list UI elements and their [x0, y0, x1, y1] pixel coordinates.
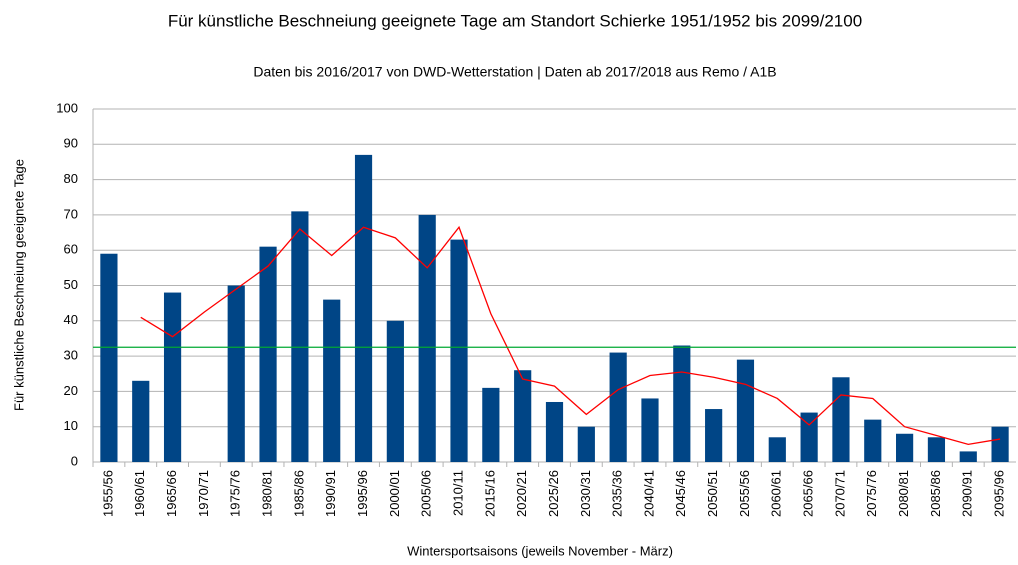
x-tick-label: 1985/86 [291, 470, 306, 517]
x-tick-label: 2035/36 [610, 470, 625, 517]
bar [864, 419, 882, 462]
y-tick-label: 60 [64, 242, 78, 257]
chart-title: Für künstliche Beschneiung geeignete Tag… [168, 11, 862, 30]
x-tick-label: 2050/51 [705, 470, 720, 517]
bar [991, 426, 1009, 462]
y-tick-label: 80 [64, 171, 78, 186]
y-axis-title: Für künstliche Beschneiung geeignete Tag… [11, 159, 26, 411]
bar [545, 401, 564, 462]
x-tick-label: 1970/71 [196, 470, 211, 517]
x-tick-label: 2085/86 [928, 470, 943, 517]
bar [100, 253, 118, 462]
bar [800, 412, 818, 462]
y-tick-label: 0 [71, 453, 78, 468]
x-axis-title: Wintersportsaisons (jeweils November - M… [407, 543, 673, 558]
bar [832, 377, 850, 462]
bar [609, 352, 627, 462]
bar [132, 380, 150, 462]
x-tick-label: 1980/81 [259, 470, 274, 517]
x-tick-label: 2000/01 [387, 470, 402, 517]
trend-line [140, 225, 1001, 446]
bar [450, 239, 468, 462]
x-tick-label: 2030/31 [578, 470, 593, 517]
bar [896, 433, 914, 462]
bar [705, 409, 723, 462]
bar [577, 426, 595, 462]
y-tick-label: 40 [64, 312, 78, 327]
y-tick-label: 20 [64, 383, 78, 398]
x-tick-label: 1975/76 [228, 470, 243, 517]
x-tick-label: 2075/76 [864, 470, 879, 517]
x-tick-label: 2040/41 [641, 470, 656, 517]
bar [418, 214, 436, 462]
x-tick-label: 1990/91 [323, 470, 338, 517]
x-tick-label: 2010/11 [450, 470, 465, 516]
x-tick-label: 2045/46 [673, 470, 688, 517]
bar [482, 387, 500, 462]
x-tick-label: 2015/16 [482, 470, 497, 517]
bar [291, 211, 309, 462]
x-tick-label: 2005/06 [419, 470, 434, 517]
bar [227, 285, 245, 462]
x-tick-label: 2070/71 [832, 470, 847, 517]
x-tick-label: 1955/56 [100, 470, 115, 517]
x-tick-label: 2020/21 [514, 470, 529, 517]
bar [927, 437, 946, 462]
x-tick-label: 1960/61 [132, 470, 147, 517]
x-tick-label: 1965/66 [164, 470, 179, 517]
bar [959, 451, 977, 462]
bar [768, 437, 786, 462]
y-tick-label: 100 [56, 100, 78, 115]
y-tick-label: 70 [64, 206, 78, 221]
x-tick-label: 1995/96 [355, 470, 370, 517]
bar [163, 292, 182, 462]
y-tick-label: 10 [64, 418, 78, 433]
bar [386, 320, 404, 462]
bar [323, 299, 341, 462]
chart-subtitle: Daten bis 2016/2017 von DWD-Wetterstatio… [253, 64, 776, 80]
bar [354, 154, 373, 462]
bar [736, 359, 755, 462]
bar [641, 398, 659, 462]
y-tick-label: 30 [64, 348, 78, 363]
x-tick-label: 2080/81 [896, 470, 911, 517]
bar [259, 246, 277, 462]
bar [514, 370, 532, 462]
x-tick-label: 2055/56 [737, 470, 752, 517]
x-tick-label: 2090/91 [960, 470, 975, 517]
y-tick-label: 90 [64, 136, 78, 151]
y-tick-label: 50 [64, 277, 78, 292]
x-tick-label: 2060/61 [769, 470, 784, 517]
x-tick-label: 2065/66 [801, 470, 816, 517]
x-tick-label: 2025/26 [546, 470, 561, 517]
x-tick-label: 2095/96 [992, 470, 1007, 517]
bar [673, 345, 691, 462]
